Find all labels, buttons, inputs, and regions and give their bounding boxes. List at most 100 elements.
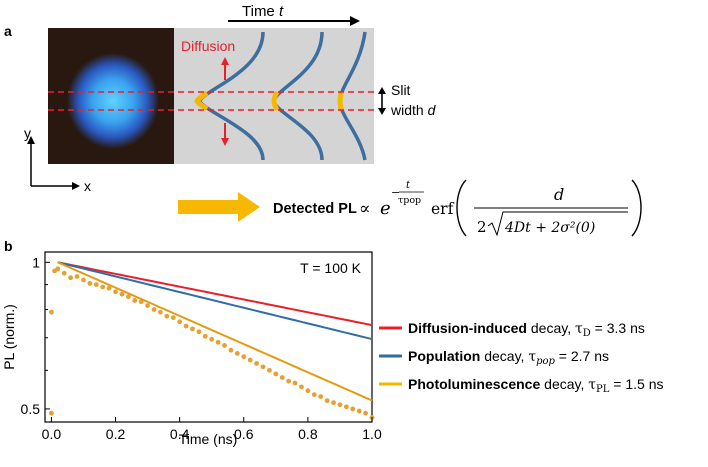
pl-data-point	[100, 284, 106, 290]
diffusion-label: Diffusion	[181, 38, 235, 54]
formula-exp-numerator: t	[406, 180, 411, 191]
formula-proportional: ∝	[359, 199, 371, 219]
pl-data-point	[356, 408, 362, 414]
legend-item-photoluminescence: Photoluminescence decay, τPL = 1.5 ns	[379, 376, 663, 395]
pl-data-point	[305, 388, 311, 394]
legend-tau-sub-photoluminescence: PL	[596, 384, 610, 395]
legend-rest-photoluminescence: decay,	[540, 376, 588, 392]
pl-data-point	[190, 326, 195, 332]
legend-tau-photoluminescence: τ	[588, 377, 596, 393]
y-axis-title: PL (norm.)	[1, 304, 17, 370]
formula-denominator-root: 4Dt + 2σ²(0)	[504, 220, 595, 236]
pl-data-point	[87, 281, 93, 286]
pl-data-point	[331, 400, 336, 406]
pl-data-point	[119, 291, 125, 297]
x-axis-title: Time (ns)	[179, 431, 238, 447]
x-tick-label: 0.6	[234, 426, 254, 442]
pl-data-point	[343, 404, 349, 410]
pl-data-point	[81, 277, 86, 283]
fit-line-photoluminescence	[57, 261, 373, 402]
fit-line-diffusion-induced	[57, 261, 373, 327]
y-tick-label: 1	[32, 254, 40, 270]
slit-highlight-mid	[271, 90, 280, 112]
time-axis-label: Time t	[242, 3, 284, 20]
pl-data-point	[324, 398, 330, 404]
legend-bold-diffusion: Diffusion-induced	[408, 320, 527, 336]
temperature-annotation: T = 100 K	[300, 260, 362, 276]
legend-tau-population: τ	[528, 349, 536, 365]
pl-data-point	[254, 361, 259, 366]
legend-rest-population: decay,	[480, 348, 528, 364]
pl-data-point	[273, 371, 279, 377]
pl-data-point	[93, 282, 99, 288]
result-arrow-icon	[178, 192, 260, 222]
formula-exp-denominator: τpop	[398, 195, 421, 206]
pl-data-point	[311, 392, 317, 398]
formula-e: e	[380, 198, 391, 219]
pl-data-point	[61, 270, 67, 276]
legend-bold-photoluminescence: Photoluminescence	[408, 376, 540, 392]
legend-item-diffusion: Diffusion-induced decay, τD = 3.3 ns	[379, 320, 645, 339]
formula-paren-right	[631, 179, 642, 237]
pl-data-point	[196, 329, 202, 335]
pl-data-point	[222, 343, 227, 348]
pl-data-point	[363, 410, 368, 416]
pl-data-point	[286, 378, 292, 384]
fit-line-population	[57, 261, 373, 341]
pl-data-point	[125, 294, 131, 300]
slit-width-arrow-down-icon	[378, 108, 386, 115]
formula-numerator: d	[554, 185, 564, 204]
slit-label: Slit	[391, 82, 411, 98]
legend-tau-sub-population: pop	[536, 356, 555, 367]
pl-data-point	[234, 351, 240, 356]
legend-value-diffusion: = 3.3 ns	[591, 320, 645, 336]
x-axis-label: x	[84, 178, 91, 194]
legend-text-diffusion: Diffusion-induced decay, τD = 3.3 ns	[408, 320, 645, 339]
pl-data-point	[247, 357, 253, 363]
formula-erf: erf	[431, 200, 455, 218]
x-tick-label: 1.0	[362, 426, 382, 442]
plot-frame	[44, 251, 373, 423]
slit-highlight-early	[194, 90, 209, 112]
legend-rest-diffusion: decay,	[527, 320, 575, 336]
panel-b-label: b	[4, 238, 13, 254]
legend-text-photoluminescence: Photoluminescence decay, τPL = 1.5 ns	[408, 376, 663, 395]
slit-highlight-late	[337, 91, 344, 111]
pl-data-point	[132, 298, 138, 303]
pl-data-point	[68, 275, 74, 281]
pl-data-point	[55, 266, 61, 272]
pl-data-point	[106, 285, 112, 291]
y-axis-label: y	[24, 125, 31, 141]
pl-data-point	[318, 394, 324, 399]
formula: Detected PL ∝ e − t τpop erf d 2 4Dt + 2…	[273, 179, 642, 237]
legend-tau-sub-diffusion: D	[583, 328, 591, 339]
pl-data-point	[292, 380, 298, 386]
axis-layer: 0.0 0.2 0.4 0.6 0.8 1.0 0.5 1	[21, 254, 382, 442]
legend: Diffusion-induced decay, τD = 3.3 ns Pop…	[379, 320, 663, 395]
data-layer	[49, 261, 375, 420]
pl-data-point	[177, 319, 183, 325]
formula-exp-minus: −	[391, 186, 400, 199]
formula-denominator-coef: 2	[477, 218, 487, 236]
legend-item-population: Population decay, τpop = 2.7 ns	[379, 348, 609, 367]
pl-data-point	[74, 274, 80, 279]
slit-width-label: width d	[390, 102, 437, 118]
pl-data-point	[215, 339, 221, 345]
x-tick-label: 0.8	[298, 426, 318, 442]
time-arrow-head-icon	[350, 16, 360, 26]
pl-data-point	[170, 315, 176, 320]
x-tick-label: 0.2	[106, 426, 126, 442]
pl-data-point	[337, 402, 343, 408]
formula-sqrt-sign-icon	[487, 211, 628, 237]
formula-lhs: Detected PL	[273, 201, 357, 217]
pl-data-point	[299, 384, 304, 390]
pl-data-point	[228, 347, 234, 353]
pl-data-point	[151, 307, 157, 312]
pl-spot	[67, 53, 159, 149]
pl-data-point	[113, 289, 118, 295]
pl-data-point	[158, 309, 163, 315]
x-axis-arrow-icon	[72, 182, 80, 190]
slit-width-symbol: d	[428, 102, 437, 118]
pl-data-point	[202, 333, 208, 339]
